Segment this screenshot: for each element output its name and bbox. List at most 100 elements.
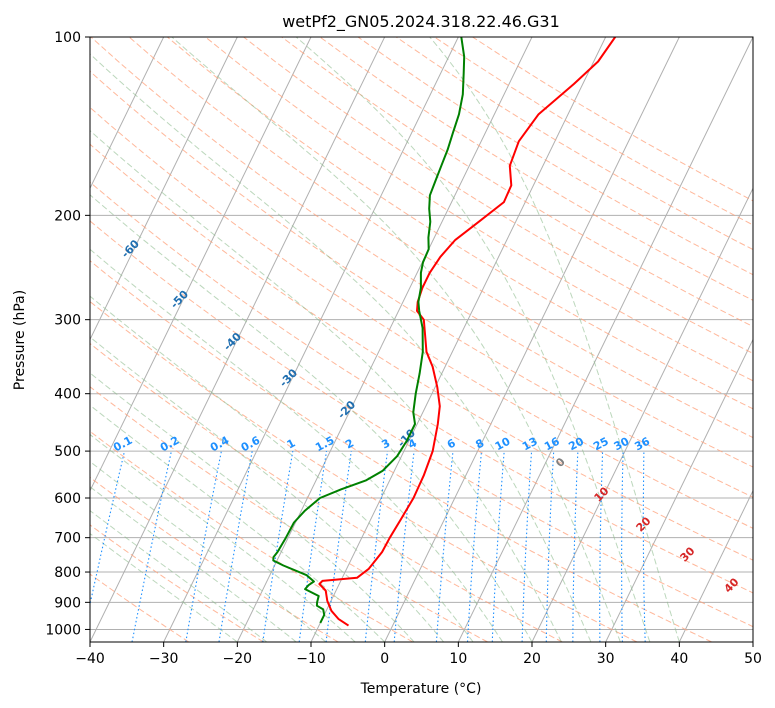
dry-adiabat-line xyxy=(90,260,712,642)
plot-frame xyxy=(89,36,754,643)
moist-adiabat-line xyxy=(429,37,680,642)
x-tick-label: 20 xyxy=(523,651,541,667)
mixing-ratio-label: 13 xyxy=(520,435,540,454)
y-tick-label: 800 xyxy=(54,565,81,581)
y-tick-label: 400 xyxy=(54,387,81,403)
moist-adiabat-line xyxy=(90,194,533,642)
moist-adiabat-line xyxy=(90,372,415,642)
moist-adiabat-label: 30 xyxy=(678,544,698,564)
x-tick-label: 30 xyxy=(597,651,615,667)
dry-adiabat-line xyxy=(90,181,753,594)
moist-adiabat-line xyxy=(90,404,386,642)
isotherm-line xyxy=(90,37,386,642)
y-axis-label: Pressure (hPa) xyxy=(12,290,28,390)
isotherm-line xyxy=(384,37,680,642)
moist-adiabat-label: 40 xyxy=(722,575,742,595)
mixing-ratio-label: 25 xyxy=(591,435,611,454)
isotherm-line xyxy=(605,338,753,642)
y-tick-label: 1000 xyxy=(45,622,81,638)
dewpoint-profile-line xyxy=(272,37,466,624)
isotherm-line xyxy=(90,37,312,492)
dry-adiabat-line xyxy=(472,37,753,202)
moist-adiabat-line xyxy=(90,433,356,642)
mixing-ratio-line xyxy=(131,450,172,642)
dry-adiabat-line xyxy=(90,524,264,642)
y-tick-label: 900 xyxy=(54,595,81,611)
mixing-ratio-label: 8 xyxy=(473,436,486,451)
dry-adiabat-line xyxy=(128,37,753,439)
dry-adiabat-line xyxy=(90,106,753,529)
moist-adiabat-line xyxy=(90,336,444,642)
mixing-ratio-label: 10 xyxy=(493,435,513,454)
mixing-ratio-line xyxy=(393,451,415,642)
moist-adiabat-line xyxy=(90,295,474,642)
y-tick-label: 700 xyxy=(54,531,81,547)
mixing-ratio-line xyxy=(642,451,646,642)
x-axis-label: Temperature (°C) xyxy=(360,681,482,697)
mixing-ratio-line xyxy=(599,451,604,642)
moist-adiabat-line xyxy=(90,248,503,642)
isotherm-line xyxy=(90,37,165,190)
dry-adiabat-line xyxy=(90,300,638,642)
dry-adiabat-line xyxy=(357,37,753,276)
mixing-ratio-line xyxy=(364,451,389,642)
y-tick-label: 500 xyxy=(54,444,81,460)
background-lines xyxy=(90,37,753,642)
x-tick-label: −20 xyxy=(223,651,253,667)
mixing-ratio-line xyxy=(218,451,253,642)
isotherm-line xyxy=(457,37,753,642)
mixing-ratio-line xyxy=(325,451,352,642)
x-tick-label: 0 xyxy=(380,651,389,667)
mixing-ratio-line xyxy=(262,451,294,642)
x-tick-label: −40 xyxy=(75,651,105,667)
x-tick-label: −10 xyxy=(296,651,326,667)
mixing-ratio-line xyxy=(298,451,328,642)
isotherm-line xyxy=(752,640,753,642)
x-tick-label: 50 xyxy=(744,651,762,667)
isotherm-line xyxy=(678,489,753,642)
x-tick-label: −30 xyxy=(149,651,179,667)
data-series xyxy=(272,37,617,627)
dry-adiabat-line xyxy=(90,342,563,642)
dry-adiabat-line xyxy=(319,37,753,301)
x-axis-ticks: −40 −30 −20 −10 0 10 20 30 40 50 xyxy=(75,642,762,667)
isotherm-line xyxy=(531,187,753,642)
mixing-ratio-label: 1 xyxy=(285,436,298,451)
dry-adiabat-line xyxy=(90,476,339,642)
mixing-ratio-label: 20 xyxy=(566,435,586,454)
dry-adiabat-line xyxy=(243,37,753,354)
dry-adiabat-line xyxy=(90,430,414,642)
dry-adiabat-line xyxy=(90,386,488,642)
mixing-ratio-line xyxy=(621,451,624,642)
isotherm-label: -60 xyxy=(119,237,142,261)
mixing-ratio-line xyxy=(491,451,505,642)
moist-adiabat-line xyxy=(90,129,562,642)
dry-adiabat-line xyxy=(166,37,753,410)
moist-adiabat-label: 0 xyxy=(553,455,568,470)
moist-adiabat-line xyxy=(90,460,327,642)
dry-adiabat-line xyxy=(90,70,753,498)
mixing-ratio-label: 16 xyxy=(542,435,562,454)
moist-adiabat-label: 10 xyxy=(592,484,612,504)
mixing-ratio-label: 3 xyxy=(379,436,392,451)
mixing-ratio-line xyxy=(466,451,483,642)
moist-adiabat-line xyxy=(90,53,592,642)
y-tick-label: 600 xyxy=(54,491,81,507)
mixing-ratio-label: 30 xyxy=(612,435,632,454)
dry-adiabat-line xyxy=(90,37,753,468)
dry-adiabat-line xyxy=(90,220,753,628)
dry-adiabat-line xyxy=(205,37,753,382)
moist-adiabat-line xyxy=(90,486,297,642)
y-axis-ticks: 100 200 300 400 500 600 700 800 900 1000 xyxy=(45,30,90,638)
isotherm-line xyxy=(236,37,533,642)
isotherm-line xyxy=(163,37,459,642)
mixing-ratio-line xyxy=(90,450,126,607)
mixing-ratio-label: 36 xyxy=(632,435,652,454)
dry-adiabat-line xyxy=(395,37,753,251)
y-tick-label: 200 xyxy=(54,208,81,224)
dry-adiabat-line xyxy=(90,143,753,561)
mixing-ratio-line xyxy=(435,451,454,642)
x-tick-label: 10 xyxy=(449,651,467,667)
y-tick-label: 300 xyxy=(54,313,81,329)
